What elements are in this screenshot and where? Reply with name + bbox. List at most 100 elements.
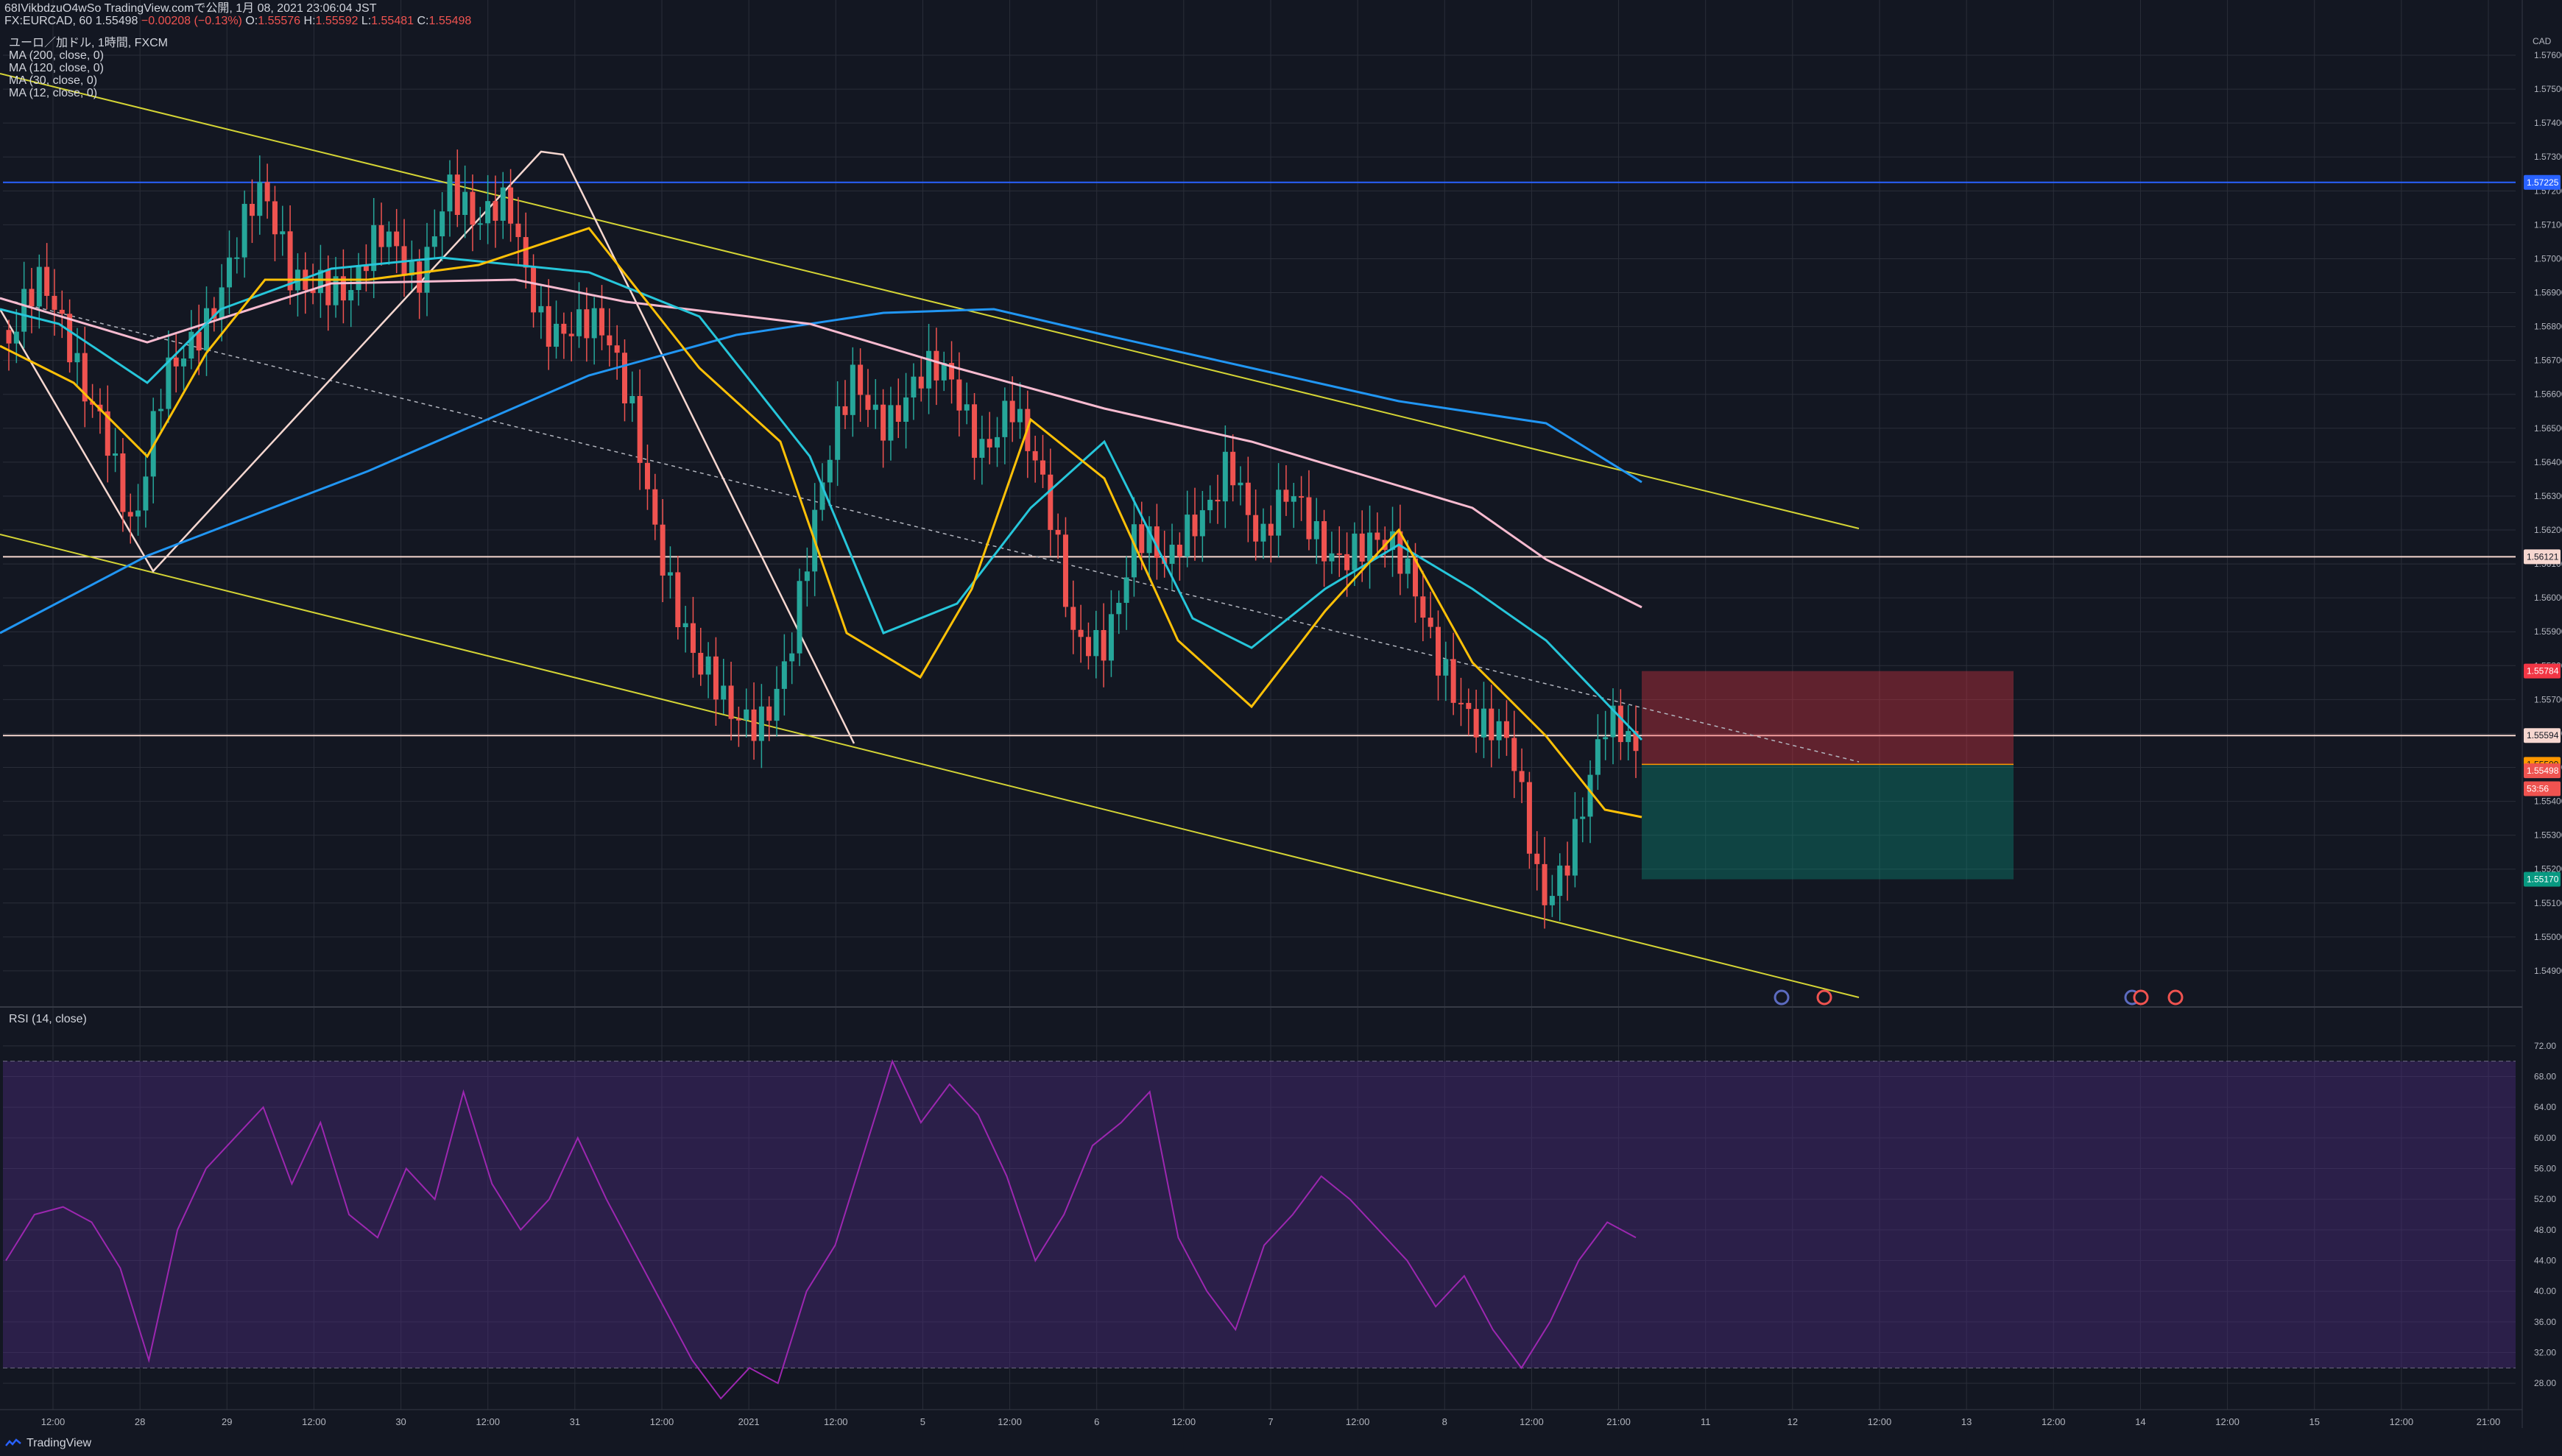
time-tick-label: 30 [395, 1416, 406, 1427]
candle-body [584, 309, 590, 339]
event-marker-icon[interactable] [2133, 989, 2149, 1006]
event-markers[interactable] [1774, 989, 2184, 1006]
candle-body [591, 308, 597, 339]
time-tick-label: 21:00 [2477, 1416, 2501, 1427]
candle-body [1352, 533, 1358, 570]
candle-body [371, 225, 377, 272]
candle-body [1564, 865, 1570, 876]
close-value: 1.55498 [428, 15, 472, 27]
price-tick-label: 1.55200 [2534, 864, 2562, 874]
candle-body [1306, 497, 1312, 540]
rsi-tick-label: 52.00 [2534, 1194, 2556, 1204]
candle-body [280, 231, 286, 235]
time-tick-label: 12:00 [41, 1416, 66, 1427]
candle-body [667, 572, 673, 576]
candle-body [166, 357, 172, 409]
candle-body [1519, 771, 1525, 782]
candle-body [705, 656, 711, 675]
candle-body [888, 405, 894, 441]
rsi-tick-label: 40.00 [2534, 1286, 2556, 1296]
time-tick-label: 7 [1268, 1416, 1273, 1427]
candle-body [211, 308, 217, 319]
candle-body [219, 287, 225, 319]
candle-body [979, 439, 985, 458]
candle-body [1222, 451, 1228, 502]
chart-title[interactable]: ユーロ／加ドル, 1時間, FXCM [9, 37, 169, 49]
candle-body [789, 653, 795, 662]
stop-zone [1642, 671, 2014, 765]
candle-body [135, 510, 141, 517]
price-tag-label: 1.55170 [2527, 874, 2559, 885]
legend-ma200[interactable]: MA (200, close, 0) [9, 49, 104, 62]
legend-ma120[interactable]: MA (120, close, 0) [9, 62, 104, 74]
candle-body [1572, 819, 1578, 876]
event-marker-icon[interactable] [2167, 989, 2184, 1006]
low-label: L: [361, 15, 372, 27]
open-label: O: [245, 15, 258, 27]
time-tick-label: 29 [222, 1416, 232, 1427]
candle-body [1503, 721, 1509, 738]
candle-body [934, 350, 939, 381]
candle-body [1185, 515, 1190, 557]
trendlines[interactable] [0, 73, 1860, 998]
moving-averages [0, 227, 1643, 819]
candle-body [766, 706, 772, 721]
price-tick-label: 1.55300 [2534, 830, 2562, 841]
candle-body [1511, 738, 1517, 771]
candle-body [378, 225, 384, 247]
short-position-tool[interactable] [1642, 671, 2014, 880]
rsi-tick-label: 32.00 [2534, 1348, 2556, 1358]
candle-body [1032, 450, 1038, 461]
candle-body [819, 482, 825, 510]
candle-body [744, 709, 749, 721]
price-tag-label: 1.57225 [2527, 177, 2559, 188]
candle-body [1336, 553, 1342, 555]
candle-body [431, 236, 437, 247]
candle-body [1276, 490, 1282, 536]
candle-body [158, 409, 164, 411]
candle-body [515, 223, 521, 238]
price-tag-bg [2524, 663, 2561, 679]
time-tick-label: 12:00 [1346, 1416, 1370, 1427]
candle-body [234, 257, 240, 259]
candle-body [1230, 451, 1236, 486]
rsi-line [5, 1059, 1637, 1400]
candle-body [462, 191, 468, 215]
price-tick-label: 1.57600 [2534, 50, 2562, 60]
price-tag-bg [2524, 728, 2561, 743]
candle-body [1291, 496, 1296, 502]
candle-body [1123, 577, 1129, 603]
publish-info: 68IVikbdzuO4wSo TradingView.comで公開, 1月 0… [4, 2, 377, 15]
candle-body [1085, 637, 1091, 657]
price-tick-label: 1.57400 [2534, 118, 2562, 128]
candle-body [1413, 558, 1419, 597]
candle-body [1154, 526, 1160, 558]
event-marker-icon[interactable] [1816, 989, 1832, 1006]
candle-body [1215, 499, 1221, 502]
candle-body [1260, 523, 1266, 542]
lower-channel-line [0, 534, 1860, 998]
rsi-band [3, 1061, 2516, 1368]
candle-body [470, 191, 476, 225]
price-tick-label: 1.56600 [2534, 389, 2562, 400]
candle-body [29, 289, 35, 307]
time-tick-label: 12:00 [302, 1416, 326, 1427]
candle-body [363, 265, 369, 272]
event-marker-icon[interactable] [1774, 989, 1790, 1006]
time-tick-label: 12:00 [476, 1416, 500, 1427]
legend-ma30[interactable]: MA (30, close, 0) [9, 74, 98, 87]
candle-body [1542, 863, 1548, 905]
candle-body [204, 308, 210, 351]
price-axis-bg [2522, 0, 2562, 1456]
rsi-legend[interactable]: RSI (14, close) [9, 1013, 87, 1025]
price-tick-label: 1.56400 [2534, 457, 2562, 467]
candle-body [13, 331, 19, 344]
rsi-tick-label: 60.00 [2534, 1133, 2556, 1143]
legend-ma12[interactable]: MA (12, close, 0) [9, 87, 98, 99]
candle-body [508, 187, 514, 224]
candle-body [758, 706, 764, 741]
candle-body [523, 237, 529, 268]
candle-body [1344, 554, 1350, 570]
